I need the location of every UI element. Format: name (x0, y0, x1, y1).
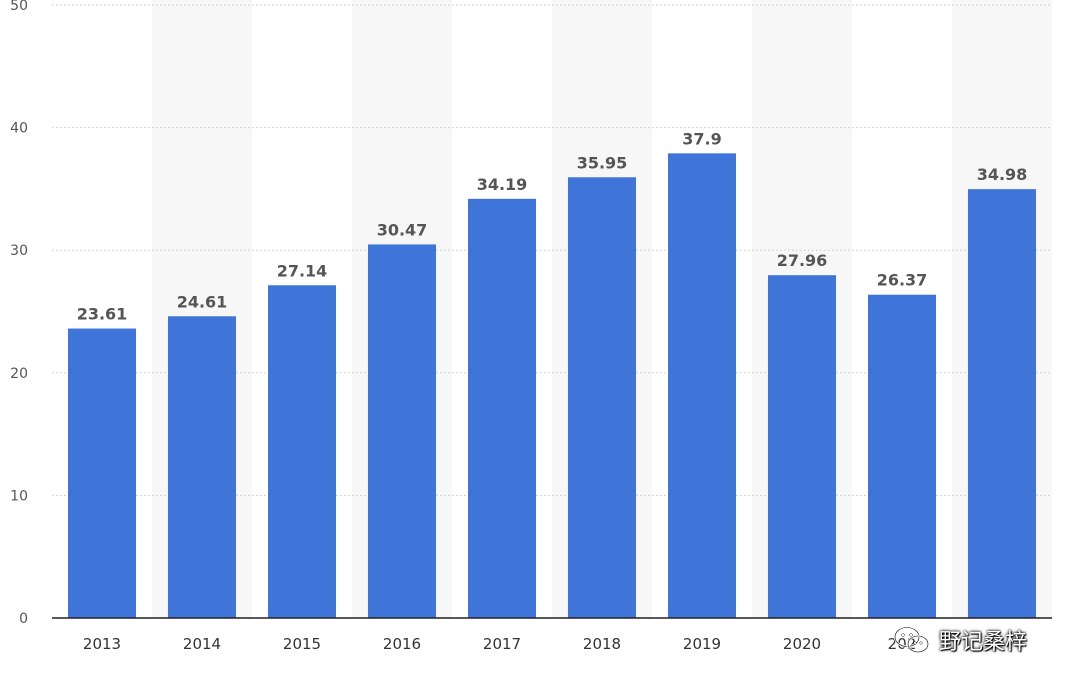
y-tick-label: 50 (10, 0, 28, 14)
bar (268, 285, 336, 618)
bar (168, 316, 236, 618)
bar (968, 189, 1036, 618)
wechat-icon (893, 626, 930, 654)
bar (368, 244, 436, 618)
bar-value-label: 27.14 (277, 261, 328, 280)
y-tick-label: 40 (10, 121, 28, 137)
watermark-text: 野记桑梓 (939, 630, 1028, 655)
bar-value-label: 23.61 (77, 305, 128, 324)
bar (468, 198, 536, 618)
y-tick-label: 20 (10, 366, 28, 382)
x-axis: 2013 2014 2015 2016 2017 2018 2019 2020 202 (83, 635, 916, 653)
bar (868, 294, 936, 618)
bar-value-label: 37.9 (682, 129, 721, 148)
bar-value-label: 35.95 (577, 153, 628, 172)
bar-value-label: 30.47 (377, 220, 428, 239)
watermark: 野记桑梓 (893, 624, 1027, 656)
bars (68, 153, 1036, 619)
y-tick-label: 10 (10, 488, 28, 504)
bar-value-label: 34.19 (477, 175, 528, 194)
x-tick-label: 2019 (683, 635, 721, 653)
bar-value-label: 24.61 (177, 292, 228, 311)
bar (768, 275, 836, 618)
x-tick-label: 2016 (383, 635, 421, 653)
y-axis: 0 10 20 30 40 50 (10, 0, 28, 627)
bar (668, 153, 736, 618)
y-tick-label: 30 (10, 243, 28, 259)
bar (68, 328, 136, 618)
x-tick-label: 2015 (283, 635, 321, 653)
bar-value-label: 34.98 (977, 165, 1028, 184)
value-labels: 23.61 24.61 27.14 30.47 34.19 35.95 37.9 27.96 2… (77, 129, 1028, 323)
x-tick-label: 2013 (83, 635, 121, 653)
bar-value-label: 27.96 (777, 251, 828, 270)
y-tick-label: 0 (19, 611, 28, 627)
bar-value-label: 26.37 (877, 271, 928, 290)
bar (568, 177, 636, 619)
x-tick-label: 2018 (583, 635, 621, 653)
x-tick-label: 2017 (483, 635, 521, 653)
x-tick-label: 2020 (783, 635, 821, 653)
x-tick-label: 2014 (183, 635, 221, 653)
